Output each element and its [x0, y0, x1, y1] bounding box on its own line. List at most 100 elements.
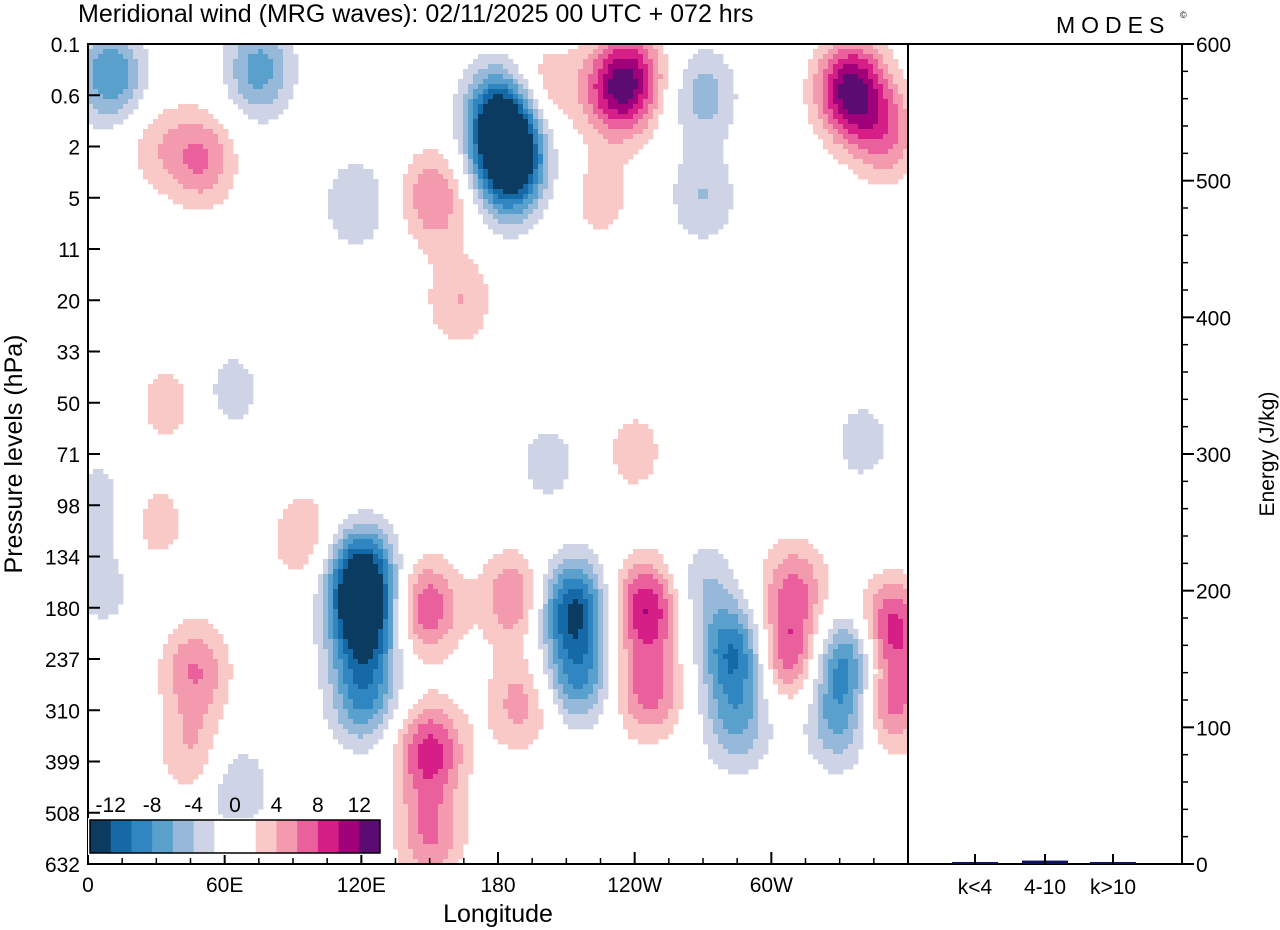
heatmap-cell	[128, 94, 134, 100]
heatmap-cell	[608, 209, 614, 215]
heatmap-cell	[643, 64, 649, 70]
heatmap-cell	[103, 599, 109, 605]
heatmap-cell	[558, 89, 564, 95]
heatmap-cell	[423, 564, 429, 570]
heatmap-cell	[878, 119, 884, 125]
heatmap-cell	[458, 79, 464, 85]
heatmap-cell	[873, 149, 879, 155]
heatmap-cell	[343, 579, 349, 585]
heatmap-cell	[368, 539, 374, 545]
heatmap-cell	[623, 449, 629, 455]
heatmap-cell	[713, 69, 719, 75]
heatmap-cell	[843, 99, 849, 105]
heatmap-cell	[448, 324, 454, 330]
heatmap-cell	[698, 104, 704, 110]
heatmap-cell	[453, 214, 459, 220]
heatmap-cell	[543, 469, 549, 475]
heatmap-cell	[723, 99, 729, 105]
heatmap-cell	[118, 89, 124, 95]
heatmap-cell	[878, 74, 884, 80]
heatmap-cell	[653, 119, 659, 125]
heatmap-cell	[723, 179, 729, 185]
heatmap-cell	[98, 79, 104, 85]
heatmap-cell	[538, 209, 544, 215]
heatmap-cell	[218, 379, 224, 385]
heatmap-cell	[108, 504, 114, 510]
heatmap-cell	[443, 199, 449, 205]
heatmap-cell	[348, 569, 354, 575]
heatmap-cell	[693, 229, 699, 235]
heatmap-cell	[708, 174, 714, 180]
heatmap-cell	[233, 154, 239, 160]
heatmap-cell	[638, 579, 644, 585]
heatmap-cell	[543, 54, 549, 60]
heatmap-cell	[428, 229, 434, 235]
heatmap-cell	[863, 604, 869, 610]
heatmap-cell	[823, 124, 829, 130]
heatmap-cell	[848, 59, 854, 65]
heatmap-cell	[408, 589, 414, 595]
heatmap-cell	[523, 219, 529, 225]
heatmap-cell	[363, 529, 369, 535]
heatmap-cell	[628, 129, 634, 135]
heatmap-cell	[198, 174, 204, 180]
heatmap-cell	[653, 444, 659, 450]
heatmap-cell	[413, 569, 419, 575]
heatmap-cell	[863, 174, 869, 180]
heatmap-cell	[508, 564, 514, 570]
heatmap-cell	[88, 109, 94, 115]
heatmap-cell	[308, 539, 314, 545]
heatmap-cell	[163, 109, 169, 115]
heatmap-cell	[633, 429, 639, 435]
heatmap-cell	[848, 79, 854, 85]
heatmap-cell	[868, 419, 874, 425]
heatmap-cell	[103, 539, 109, 545]
heatmap-cell	[608, 69, 614, 75]
heatmap-cell	[688, 59, 694, 65]
heatmap-cell	[533, 169, 539, 175]
heatmap-cell	[703, 119, 709, 125]
heatmap-cell	[848, 139, 854, 145]
heatmap-cell	[723, 189, 729, 195]
heatmap-cell	[618, 579, 624, 585]
heatmap-cell	[433, 569, 439, 575]
heatmap-cell	[693, 579, 699, 585]
heatmap-cell	[798, 559, 804, 565]
heatmap-cell	[273, 69, 279, 75]
heatmap-cell	[278, 524, 284, 530]
heatmap-cell	[898, 164, 904, 170]
heatmap-cell	[383, 554, 389, 560]
heatmap-cell	[708, 114, 714, 120]
heatmap-cell	[88, 529, 94, 535]
heatmap-cell	[698, 129, 704, 135]
heatmap-cell	[718, 54, 724, 60]
heatmap-cell	[153, 119, 159, 125]
heatmap-cell	[468, 94, 474, 100]
heatmap-cell	[588, 549, 594, 555]
heatmap-cell	[868, 444, 874, 450]
heatmap-cell	[713, 554, 719, 560]
heatmap-cell	[683, 79, 689, 85]
heatmap-cell	[683, 149, 689, 155]
heatmap-cell	[693, 59, 699, 65]
heatmap-cell	[223, 164, 229, 170]
heatmap-cell	[623, 574, 629, 580]
heatmap-cell	[863, 44, 869, 50]
heatmap-cell	[383, 574, 389, 580]
heatmap-cell	[513, 124, 519, 130]
heatmap-cell	[298, 539, 304, 545]
heatmap-cell	[308, 504, 314, 510]
heatmap-cell	[843, 74, 849, 80]
heatmap-cell	[378, 589, 384, 595]
heatmap-cell	[698, 574, 704, 580]
heatmap-cell	[558, 464, 564, 470]
heatmap-cell	[373, 204, 379, 210]
heatmap-cell	[433, 564, 439, 570]
heatmap-cell	[583, 569, 589, 575]
heatmap-cell	[873, 69, 879, 75]
heatmap-cell	[868, 414, 874, 420]
heatmap-cell	[138, 84, 144, 90]
heatmap-cell	[163, 164, 169, 170]
heatmap-cell	[593, 604, 599, 610]
heatmap-cell	[558, 74, 564, 80]
